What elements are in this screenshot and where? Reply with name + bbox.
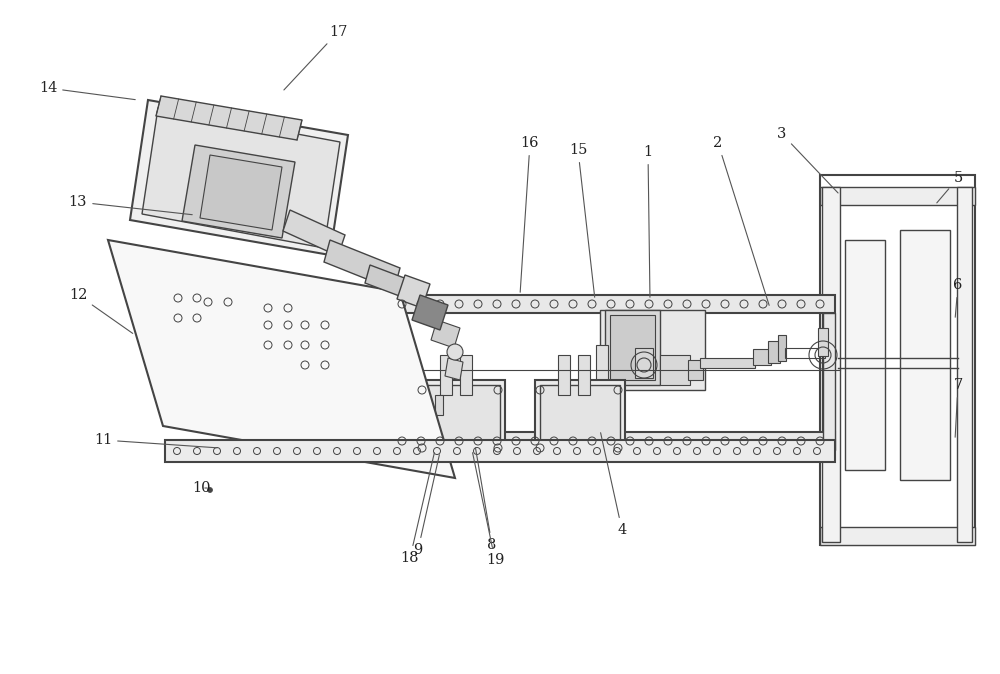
Text: 10: 10 [193, 481, 211, 495]
Bar [823, 313, 835, 450]
Bar [420, 385, 500, 450]
Text: 9: 9 [413, 455, 439, 557]
Text: 5: 5 [937, 171, 963, 203]
Bar [610, 315, 655, 380]
Text: 12: 12 [69, 288, 133, 334]
Circle shape [208, 487, 212, 493]
Polygon shape [142, 108, 340, 248]
Polygon shape [130, 100, 348, 255]
Text: 1: 1 [643, 145, 653, 297]
Polygon shape [445, 358, 463, 380]
Bar [558, 355, 570, 395]
Polygon shape [324, 240, 400, 290]
Text: 3: 3 [777, 127, 838, 193]
Bar [660, 355, 690, 385]
Polygon shape [283, 210, 345, 256]
Bar [820, 175, 975, 545]
Circle shape [447, 344, 463, 360]
Text: 2: 2 [713, 136, 769, 305]
Bar [165, 440, 835, 462]
Text: 11: 11 [94, 433, 217, 448]
Text: 13: 13 [69, 195, 192, 215]
Bar [415, 380, 505, 455]
Polygon shape [156, 96, 302, 140]
Bar [688, 360, 703, 380]
Text: 14: 14 [39, 81, 135, 100]
Bar [600, 310, 705, 390]
Bar [605, 310, 660, 385]
Text: 15: 15 [569, 143, 595, 297]
Text: 4: 4 [601, 433, 627, 537]
Polygon shape [200, 155, 282, 230]
Text: 18: 18 [401, 453, 434, 565]
Text: 19: 19 [473, 453, 504, 567]
Bar [578, 355, 590, 395]
Bar [390, 295, 835, 313]
Polygon shape [108, 240, 455, 478]
Bar [635, 348, 653, 378]
Bar [818, 328, 828, 356]
Bar [535, 380, 625, 455]
Text: 7: 7 [953, 378, 963, 437]
Text: 8: 8 [475, 448, 497, 552]
Polygon shape [412, 295, 448, 330]
Polygon shape [397, 275, 430, 308]
Bar [820, 187, 975, 205]
Text: 6: 6 [953, 278, 963, 317]
Polygon shape [431, 320, 460, 348]
Bar [540, 385, 620, 450]
Bar [460, 355, 472, 395]
Bar [435, 395, 443, 415]
Bar [957, 187, 972, 542]
Bar [753, 349, 771, 365]
Polygon shape [182, 145, 295, 238]
Bar [700, 358, 755, 368]
Text: 17: 17 [284, 25, 347, 90]
Bar [900, 230, 950, 480]
Bar [845, 240, 885, 470]
Bar [822, 187, 840, 542]
Polygon shape [365, 265, 415, 300]
Bar [785, 348, 825, 358]
Bar [390, 432, 835, 450]
Bar [778, 335, 786, 361]
Bar [820, 527, 975, 545]
Bar [768, 341, 780, 363]
Bar [440, 355, 452, 395]
Text: 16: 16 [520, 136, 539, 293]
Bar [596, 345, 608, 395]
Bar [390, 313, 402, 450]
